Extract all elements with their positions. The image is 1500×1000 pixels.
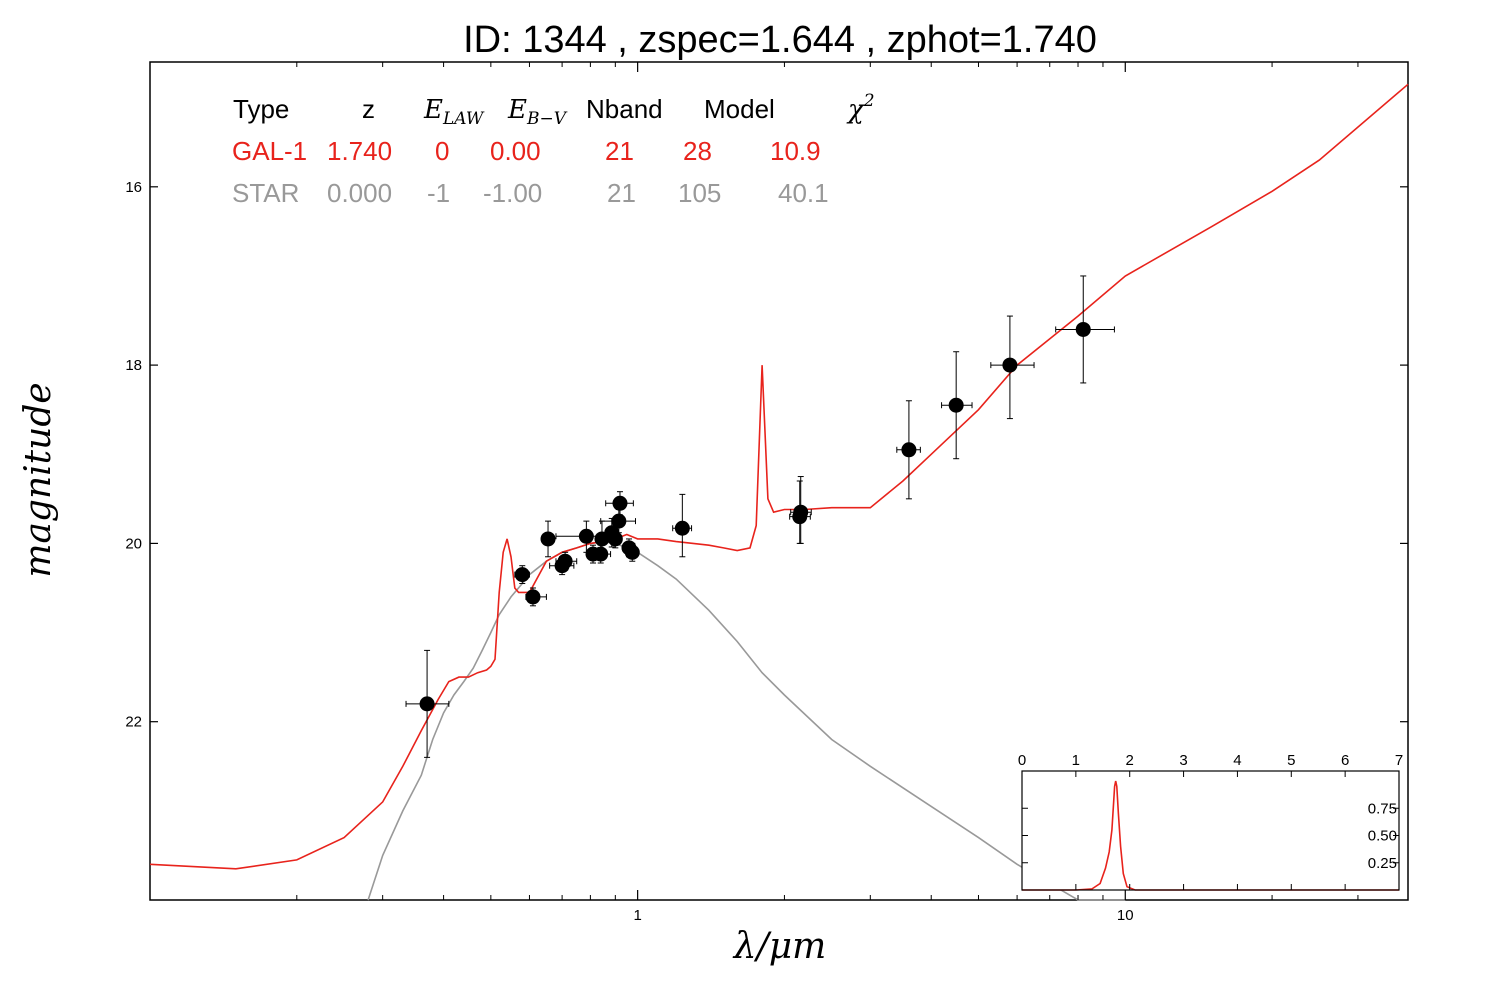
photometry-points <box>405 275 1115 758</box>
data-point <box>514 565 530 585</box>
y-axis-label: magnitude <box>18 382 59 577</box>
x-axis-label: λ/μm <box>732 926 826 967</box>
star-elaw: -1 <box>427 178 450 208</box>
point-marker <box>540 531 556 547</box>
pdz-line <box>1022 780 1399 891</box>
data-point <box>605 491 634 516</box>
data-point <box>525 587 547 607</box>
point-marker <box>607 531 623 547</box>
point-marker <box>612 495 628 511</box>
header-chi2: χ2 <box>846 91 875 125</box>
star-type: STAR <box>232 178 299 208</box>
header-elaw-base: E <box>423 95 443 125</box>
point-marker <box>578 528 594 544</box>
point-marker <box>1075 321 1091 337</box>
data-point <box>555 551 578 571</box>
gal-ebv: 0.00 <box>490 136 541 166</box>
chart-title: ID: 1344 , zspec=1.644 , zphot=1.740 <box>463 19 1097 61</box>
point-marker <box>674 520 690 536</box>
y-tick-label: 16 <box>125 179 142 196</box>
data-point <box>896 400 921 500</box>
inset-ticks: 0 1 2 3 4 5 6 7 0.25 0.50 0.75 <box>1018 752 1403 890</box>
point-marker <box>793 504 809 520</box>
star-z: 0.000 <box>327 178 392 208</box>
gal-nband: 21 <box>605 136 634 166</box>
header-elaw: ELAW <box>423 95 485 129</box>
inset-background <box>1022 771 1399 890</box>
inset-x-tick-label: 1 <box>1072 752 1080 769</box>
header-type: Type <box>233 94 289 124</box>
data-point <box>672 493 693 558</box>
header-ebv: EB−V <box>507 95 568 129</box>
y-tick-label: 22 <box>125 714 142 731</box>
inset-x-tick-label: 2 <box>1126 752 1134 769</box>
data-point <box>555 520 599 553</box>
gal-type: GAL-1 <box>232 136 307 166</box>
header-chi2-sup: 2 <box>863 91 875 111</box>
point-marker <box>624 544 640 560</box>
star-nband: 21 <box>607 178 636 208</box>
series-line-star <box>367 540 1126 901</box>
fit-results-table: Type z ELAW EB−V Nband Model χ2 GAL-1 1.… <box>232 91 875 208</box>
data-point <box>593 544 612 564</box>
point-marker <box>1002 357 1018 373</box>
header-elaw-sub: LAW <box>442 109 485 129</box>
header-nband: Nband <box>586 94 663 124</box>
star-model: 105 <box>678 178 721 208</box>
y-tick-label: 18 <box>125 357 142 374</box>
gal-elaw: 0 <box>435 136 449 166</box>
inset-y-tick-label: 0.25 <box>1368 855 1397 872</box>
inset-y-tick-label: 0.50 <box>1368 828 1397 845</box>
inset-x-tick-label: 0 <box>1018 752 1026 769</box>
data-point <box>540 520 556 558</box>
point-marker <box>557 553 573 569</box>
data-point <box>790 476 812 544</box>
point-marker <box>593 546 609 562</box>
main-plot-frame <box>149 61 1409 901</box>
row-gal: GAL-1 1.740 0 0.00 21 28 10.9 <box>232 136 821 166</box>
inset-x-tick-label: 7 <box>1395 752 1403 769</box>
gal-model: 28 <box>683 136 712 166</box>
header-z: z <box>362 94 375 124</box>
inset-x-tick-label: 6 <box>1341 752 1349 769</box>
point-marker <box>948 397 964 413</box>
data-point <box>1055 275 1115 384</box>
inset-x-tick-label: 3 <box>1179 752 1187 769</box>
inset-y-tick-label: 0.75 <box>1368 800 1397 817</box>
inset-x-tick-label: 5 <box>1287 752 1295 769</box>
pdz-curve <box>1022 780 1399 891</box>
star-chi2: 40.1 <box>778 178 829 208</box>
x-tick-label: 10 <box>1117 907 1134 924</box>
header-model: Model <box>704 94 775 124</box>
star-ebv: -1.00 <box>483 178 542 208</box>
header-ebv-base: E <box>507 95 527 125</box>
gal-chi2: 10.9 <box>770 136 821 166</box>
point-marker <box>525 589 541 605</box>
data-point <box>607 529 623 549</box>
header-ebv-sub: B−V <box>526 109 568 129</box>
row-star: STAR 0.000 -1 -1.00 21 105 40.1 <box>232 178 829 208</box>
data-point <box>624 542 640 562</box>
data-point <box>990 315 1035 420</box>
inset-x-tick-label: 4 <box>1233 752 1241 769</box>
point-marker <box>514 567 530 583</box>
point-marker <box>611 513 627 529</box>
y-tick-label: 20 <box>125 535 142 552</box>
x-tick-label: 1 <box>633 907 641 924</box>
data-point <box>600 509 637 534</box>
data-point <box>941 351 973 460</box>
pdz-inset: 0 1 2 3 4 5 6 7 0.25 0.50 0.75 <box>1018 752 1403 891</box>
inset-frame <box>1021 770 1400 891</box>
header-chi2-base: χ <box>846 95 866 125</box>
data-point <box>405 649 450 758</box>
gal-z: 1.740 <box>327 136 392 166</box>
point-marker <box>419 696 435 712</box>
point-marker <box>901 442 917 458</box>
